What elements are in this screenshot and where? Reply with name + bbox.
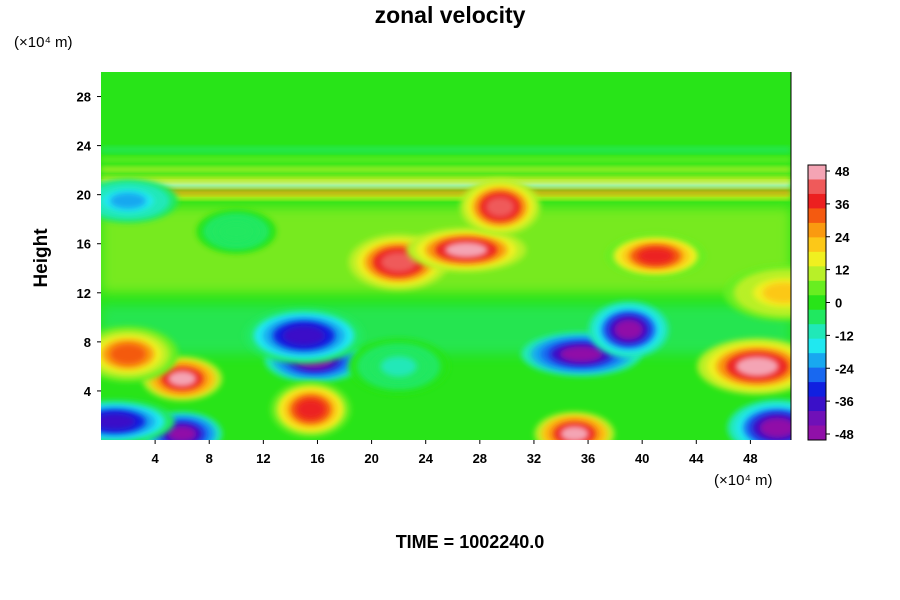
layer-band bbox=[101, 181, 791, 188]
x-tick-label: 20 bbox=[364, 451, 378, 466]
x-tick-label: 48 bbox=[743, 451, 757, 466]
colorbar-swatch bbox=[808, 179, 826, 195]
velocity-feature bbox=[697, 338, 791, 395]
colorbar-swatch bbox=[808, 193, 826, 209]
y-tick-label: 20 bbox=[77, 188, 91, 203]
colorbar-tick-label: -12 bbox=[835, 328, 854, 343]
feature-contour bbox=[559, 346, 603, 363]
feature-contour bbox=[637, 248, 674, 264]
colorbar-tick-label: -24 bbox=[835, 361, 855, 376]
y-tick-label: 16 bbox=[77, 237, 91, 252]
feature-contour bbox=[560, 425, 589, 440]
colorbar-swatch bbox=[808, 324, 826, 340]
colorbar-swatch bbox=[808, 266, 826, 282]
colorbar-swatch bbox=[808, 382, 826, 398]
colorbar-tick-label: 0 bbox=[835, 296, 842, 311]
colorbar-swatch bbox=[808, 425, 826, 441]
colorbar-swatch bbox=[808, 251, 826, 267]
colorbar-swatch bbox=[808, 208, 826, 224]
colorbar-tick-label: -36 bbox=[835, 394, 854, 409]
layer-band bbox=[101, 156, 791, 163]
velocity-feature bbox=[460, 178, 541, 235]
colorbar-tick-label: -48 bbox=[835, 427, 854, 442]
colorbar-swatch bbox=[808, 353, 826, 369]
layer-band bbox=[101, 188, 791, 195]
x-tick-label: 32 bbox=[527, 451, 541, 466]
feature-contour bbox=[735, 356, 779, 377]
heatmap-field bbox=[101, 72, 791, 440]
time-label: TIME = 1002240.0 bbox=[395, 532, 545, 552]
feature-contour bbox=[101, 413, 137, 430]
velocity-feature bbox=[727, 399, 791, 440]
colorbar-swatch bbox=[808, 338, 826, 354]
feature-contour bbox=[282, 325, 326, 346]
colorbar-tick-label: 12 bbox=[835, 263, 849, 278]
x-tick-label: 8 bbox=[206, 451, 213, 466]
velocity-feature bbox=[101, 178, 179, 223]
x-tick-label: 44 bbox=[689, 451, 704, 466]
feature-contour bbox=[444, 241, 488, 258]
y-tick-label: 4 bbox=[84, 384, 92, 399]
y-tick-label: 28 bbox=[77, 90, 91, 105]
colorbar-swatch bbox=[808, 396, 826, 412]
chart-title: zonal velocity bbox=[374, 2, 526, 28]
colorbar-tick-label: 36 bbox=[835, 197, 849, 212]
velocity-feature bbox=[142, 356, 223, 401]
feature-contour bbox=[759, 417, 791, 438]
y-tick-label: 8 bbox=[84, 335, 91, 350]
colorbar-swatch bbox=[808, 165, 826, 180]
colorbar-swatch bbox=[808, 367, 826, 383]
velocity-feature bbox=[605, 234, 706, 278]
velocity-feature bbox=[196, 209, 277, 254]
y-tick-label: 24 bbox=[77, 139, 92, 154]
feature-contour bbox=[485, 196, 515, 218]
x-tick-label: 40 bbox=[635, 451, 649, 466]
velocity-feature bbox=[348, 338, 449, 395]
velocity-feature bbox=[588, 301, 669, 358]
colorbar-swatch bbox=[808, 295, 826, 311]
colorbar-swatch bbox=[808, 280, 826, 296]
x-tick-label: 12 bbox=[256, 451, 270, 466]
colorbar-swatch bbox=[808, 237, 826, 253]
y-axis-unit: (×10⁴ m) bbox=[14, 34, 73, 51]
x-tick-label: 24 bbox=[418, 451, 433, 466]
feature-contour bbox=[167, 370, 197, 387]
feature-contour bbox=[614, 319, 644, 340]
x-tick-label: 36 bbox=[581, 451, 595, 466]
feature-contour bbox=[296, 399, 326, 420]
y-tick-label: 12 bbox=[77, 286, 91, 301]
low-layer-region bbox=[101, 305, 791, 355]
x-axis-unit: (×10⁴ m) bbox=[714, 472, 773, 489]
x-tick-label: 16 bbox=[310, 451, 324, 466]
velocity-feature bbox=[101, 399, 175, 440]
colorbar-tick-label: 48 bbox=[835, 164, 849, 179]
colorbar: 48 36 24 12 0 -12 -24 -36 -48 bbox=[807, 164, 855, 442]
layer-band bbox=[101, 166, 791, 173]
layer-band bbox=[101, 176, 791, 183]
feature-contour bbox=[380, 252, 417, 273]
feature-contour bbox=[110, 192, 147, 209]
velocity-feature bbox=[724, 264, 791, 321]
feature-contour bbox=[167, 425, 197, 440]
x-tick-label: 4 bbox=[152, 451, 160, 466]
feature-contour bbox=[221, 223, 251, 240]
velocity-feature bbox=[243, 307, 364, 364]
colorbar-swatch bbox=[808, 309, 826, 325]
feature-contour bbox=[110, 344, 147, 365]
layer-band bbox=[101, 146, 791, 153]
feature-contour bbox=[762, 282, 791, 303]
x-tick-label: 28 bbox=[473, 451, 487, 466]
velocity-feature bbox=[101, 326, 179, 383]
feature-contour bbox=[380, 356, 417, 377]
colorbar-swatch bbox=[808, 411, 826, 427]
velocity-feature bbox=[534, 411, 615, 440]
layer-band bbox=[101, 193, 791, 200]
colorbar-tick-label: 24 bbox=[835, 230, 850, 245]
velocity-feature bbox=[270, 381, 351, 438]
colorbar-swatch bbox=[808, 222, 826, 238]
velocity-feature bbox=[406, 227, 527, 272]
